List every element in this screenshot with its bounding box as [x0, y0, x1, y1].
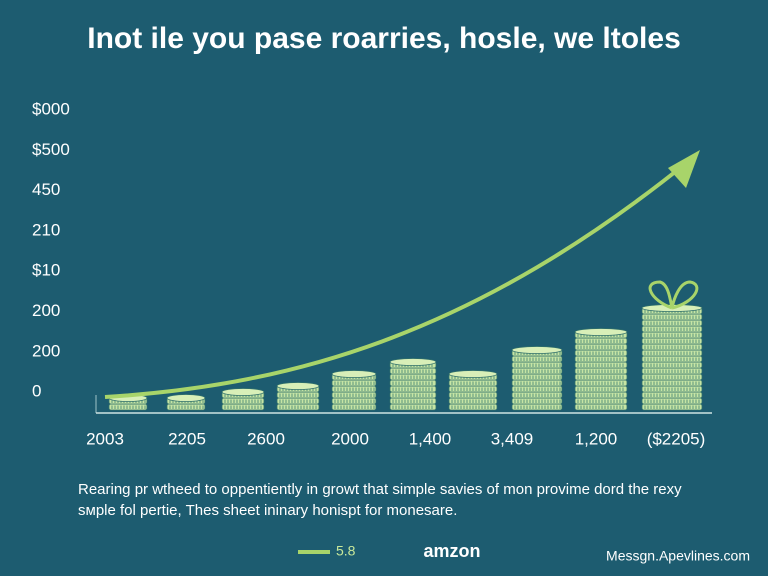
coin-stack — [221, 388, 265, 411]
coin — [574, 373, 628, 381]
coin-stack — [166, 394, 206, 411]
coin-stack — [108, 394, 148, 411]
coin — [331, 391, 377, 399]
caption-line: sмple fol pertie, Thes sheet ininary hon… — [78, 502, 457, 519]
coin-top — [574, 328, 628, 336]
coin — [511, 403, 563, 411]
coin — [574, 355, 628, 363]
y-label: $500 — [32, 140, 70, 159]
coin — [331, 397, 377, 405]
coin — [574, 397, 628, 405]
coin-top — [511, 346, 563, 354]
coin — [574, 391, 628, 399]
coin — [574, 337, 628, 345]
x-label: 1,400 — [409, 429, 452, 448]
y-label: 200 — [32, 341, 60, 360]
x-label: 3,409 — [491, 429, 534, 448]
coin — [511, 355, 563, 363]
growth-arrow — [104, 158, 692, 399]
y-label: $10 — [32, 261, 60, 280]
coin — [574, 343, 628, 351]
coin — [574, 385, 628, 393]
x-label: 2000 — [331, 429, 369, 448]
coin-top — [448, 370, 498, 378]
coin-top — [276, 382, 320, 390]
coin-top — [166, 394, 206, 402]
x-label: 2600 — [247, 429, 285, 448]
arrow-head — [668, 150, 700, 188]
coin — [511, 397, 563, 405]
site: Messgn.Apevlines.com — [606, 548, 750, 564]
coin-stack — [641, 304, 703, 411]
title: Inot ile you pase roarries, hosle, we lt… — [87, 22, 681, 55]
coin — [574, 361, 628, 369]
coin-stack — [389, 358, 437, 411]
y-label: 210 — [32, 220, 60, 239]
x-label: 2003 — [86, 429, 124, 448]
coin — [331, 379, 377, 387]
coin-stacks — [108, 304, 703, 411]
coin-stack — [276, 382, 320, 411]
coin — [574, 349, 628, 357]
coin — [511, 373, 563, 381]
coin — [331, 403, 377, 411]
coin — [574, 379, 628, 387]
coin — [331, 385, 377, 393]
y-label: 0 — [32, 382, 41, 401]
coin-stack — [331, 370, 377, 411]
coin — [511, 391, 563, 399]
coin-stack — [448, 370, 498, 411]
x-label: 2205 — [168, 429, 206, 448]
coin — [511, 367, 563, 375]
caption-line: Rearing pr wtheed to oppentiently in gro… — [78, 481, 682, 498]
coin — [511, 385, 563, 393]
coin-stack — [574, 328, 628, 411]
coin — [511, 379, 563, 387]
legend-label: 5.8 — [336, 543, 356, 559]
coin-stack — [511, 346, 563, 411]
coin-top — [389, 358, 437, 366]
coin — [511, 361, 563, 369]
brand: amzon — [423, 541, 480, 561]
x-label: ($2205) — [647, 429, 706, 448]
y-label: 450 — [32, 180, 60, 199]
y-label: $000 — [32, 99, 70, 118]
coin-top — [331, 370, 377, 378]
coin-top — [221, 388, 265, 396]
coin — [574, 367, 628, 375]
y-label: 200 — [32, 301, 60, 320]
x-label: 1,200 — [575, 429, 618, 448]
bow — [648, 280, 699, 310]
coin — [574, 403, 628, 411]
